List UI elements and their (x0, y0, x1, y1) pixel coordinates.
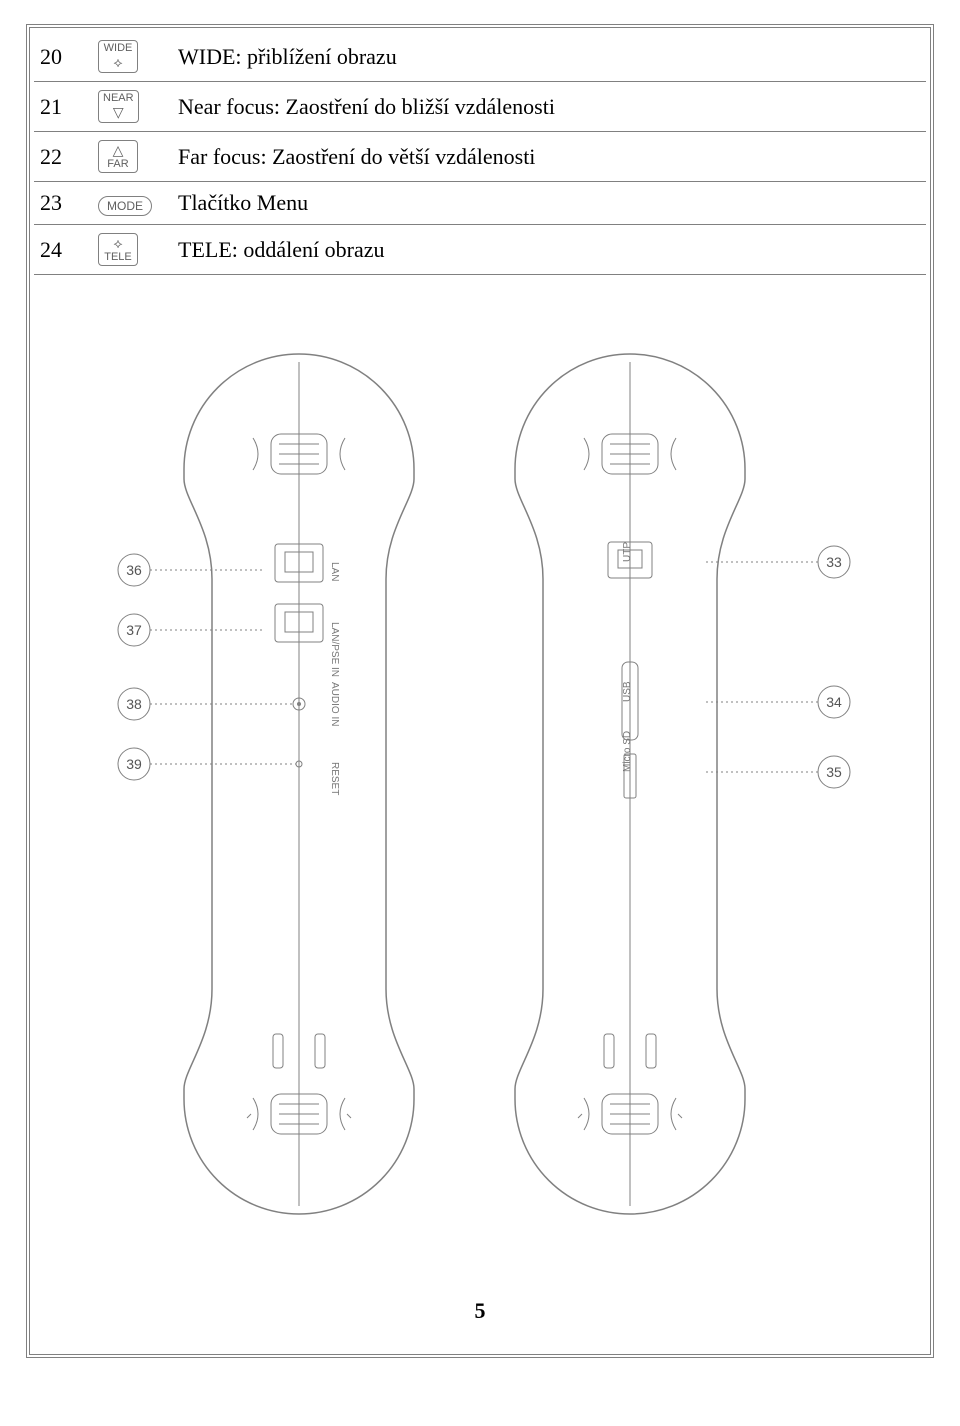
table-row: 22 △ FAR Far focus: Zaostření do větší v… (34, 132, 926, 182)
device-diagram: 36 37 38 39 33 34 35 LAN LAN/PSE IN AUDIO IN RESET… (34, 312, 926, 1322)
row-number: 21 (34, 82, 92, 132)
description-table: 20 WIDE ⟡ WIDE: přiblížení obrazu 21 NEA… (34, 32, 926, 275)
svg-text:39: 39 (126, 756, 142, 772)
row-number: 20 (34, 32, 92, 82)
svg-text:AUDIO IN: AUDIO IN (329, 682, 340, 726)
tele-icon: ⟡ TELE (98, 233, 138, 266)
svg-text:36: 36 (126, 562, 142, 578)
row-icon: MODE (92, 182, 172, 225)
table-row: 21 NEAR ▽ Near focus: Zaostření do bližš… (34, 82, 926, 132)
row-icon: NEAR ▽ (92, 82, 172, 132)
far-icon: △ FAR (98, 140, 138, 173)
svg-text:LAN: LAN (329, 562, 340, 581)
row-number: 23 (34, 182, 92, 225)
wide-icon: WIDE ⟡ (98, 40, 138, 73)
row-icon: △ FAR (92, 132, 172, 182)
row-desc: TELE: oddálení obrazu (172, 225, 926, 275)
page-frame: 20 WIDE ⟡ WIDE: přiblížení obrazu 21 NEA… (26, 24, 934, 1358)
svg-text:UTP: UTP (622, 542, 633, 562)
table-row: 24 ⟡ TELE TELE: oddálení obrazu (34, 225, 926, 275)
svg-text:35: 35 (826, 764, 842, 780)
svg-text:Micro SD: Micro SD (622, 731, 633, 772)
row-number: 22 (34, 132, 92, 182)
row-number: 24 (34, 225, 92, 275)
page-inner: 20 WIDE ⟡ WIDE: přiblížení obrazu 21 NEA… (34, 32, 926, 1350)
page-number: 5 (34, 1298, 926, 1324)
svg-text:RESET: RESET (329, 762, 340, 795)
svg-text:38: 38 (126, 696, 142, 712)
svg-text:USB: USB (622, 681, 633, 702)
table-row: 20 WIDE ⟡ WIDE: přiblížení obrazu (34, 32, 926, 82)
row-icon: WIDE ⟡ (92, 32, 172, 82)
near-icon: NEAR ▽ (98, 90, 139, 123)
row-desc: WIDE: přiblížení obrazu (172, 32, 926, 82)
svg-text:33: 33 (826, 554, 842, 570)
table-row: 23 MODE Tlačítko Menu (34, 182, 926, 225)
row-desc: Tlačítko Menu (172, 182, 926, 225)
row-desc: Far focus: Zaostření do větší vzdálenost… (172, 132, 926, 182)
diagram-svg: 36 37 38 39 33 34 35 LAN LAN/PSE IN AUDIO IN RESET… (34, 312, 934, 1272)
row-icon: ⟡ TELE (92, 225, 172, 275)
svg-text:34: 34 (826, 694, 842, 710)
svg-text:37: 37 (126, 622, 142, 638)
mode-icon: MODE (98, 196, 152, 216)
svg-text:LAN/PSE IN: LAN/PSE IN (329, 622, 340, 677)
row-desc: Near focus: Zaostření do bližší vzdáleno… (172, 82, 926, 132)
